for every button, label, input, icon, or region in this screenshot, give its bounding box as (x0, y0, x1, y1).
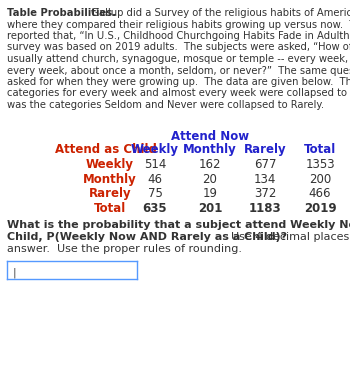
Text: Child, P(Weekly Now AND Rarely as a Child)?: Child, P(Weekly Now AND Rarely as a Chil… (7, 232, 287, 242)
Text: Weekly: Weekly (86, 158, 134, 171)
Text: 514: 514 (144, 158, 166, 171)
Text: Rarely: Rarely (89, 187, 131, 200)
Text: 635: 635 (143, 201, 167, 214)
Text: usually attend church, synagogue, mosque or temple -- every week, almost: usually attend church, synagogue, mosque… (7, 54, 350, 64)
Text: reported that, “In U.S., Childhood Churchgoing Habits Fade in Adulthood.”  The: reported that, “In U.S., Childhood Churc… (7, 31, 350, 41)
Text: Rarely: Rarely (244, 144, 286, 156)
Text: Table Probabilities.: Table Probabilities. (7, 8, 116, 18)
Text: 466: 466 (309, 187, 331, 200)
Text: Monthly: Monthly (83, 172, 137, 186)
Text: was the categories Seldom and Never were collapsed to Rarely.: was the categories Seldom and Never were… (7, 100, 324, 110)
Text: 200: 200 (309, 172, 331, 186)
Text: 19: 19 (203, 187, 217, 200)
Text: 162: 162 (199, 158, 221, 171)
Text: |: | (12, 267, 16, 278)
Text: 1183: 1183 (249, 201, 281, 214)
Text: Total: Total (94, 201, 126, 214)
Text: answer.  Use the proper rules of rounding.: answer. Use the proper rules of rounding… (7, 245, 242, 255)
Text: Use 4 decimal places in your: Use 4 decimal places in your (224, 232, 350, 242)
Text: 46: 46 (147, 172, 162, 186)
Text: 134: 134 (254, 172, 276, 186)
Text: 20: 20 (203, 172, 217, 186)
Text: where they compared their religious habits growing up versus now.  They: where they compared their religious habi… (7, 20, 350, 30)
Text: asked for when they were growing up.  The data are given below.  The: asked for when they were growing up. The… (7, 77, 350, 87)
Text: 1353: 1353 (305, 158, 335, 171)
Text: 372: 372 (254, 187, 276, 200)
Text: 201: 201 (198, 201, 222, 214)
Text: 2019: 2019 (304, 201, 336, 214)
Text: Total: Total (304, 144, 336, 156)
Text: 75: 75 (148, 187, 162, 200)
Text: Attend Now: Attend Now (171, 130, 249, 142)
Text: Weekly: Weekly (131, 144, 179, 156)
Text: Attend as Child: Attend as Child (55, 144, 157, 156)
Text: Gallup did a Survey of the religious habits of Americans,: Gallup did a Survey of the religious hab… (88, 8, 350, 18)
Text: every week, about once a month, seldom, or never?”  The same question was: every week, about once a month, seldom, … (7, 66, 350, 76)
Text: 677: 677 (254, 158, 276, 171)
Text: categories for every week and almost every week were collapsed to Weekly, as: categories for every week and almost eve… (7, 89, 350, 99)
Text: Monthly: Monthly (183, 144, 237, 156)
Text: survey was based on 2019 adults.  The subjects were asked, “How often do you: survey was based on 2019 adults. The sub… (7, 42, 350, 52)
Text: What is the probability that a subject attend Weekly Now and Rarely as a: What is the probability that a subject a… (7, 220, 350, 230)
